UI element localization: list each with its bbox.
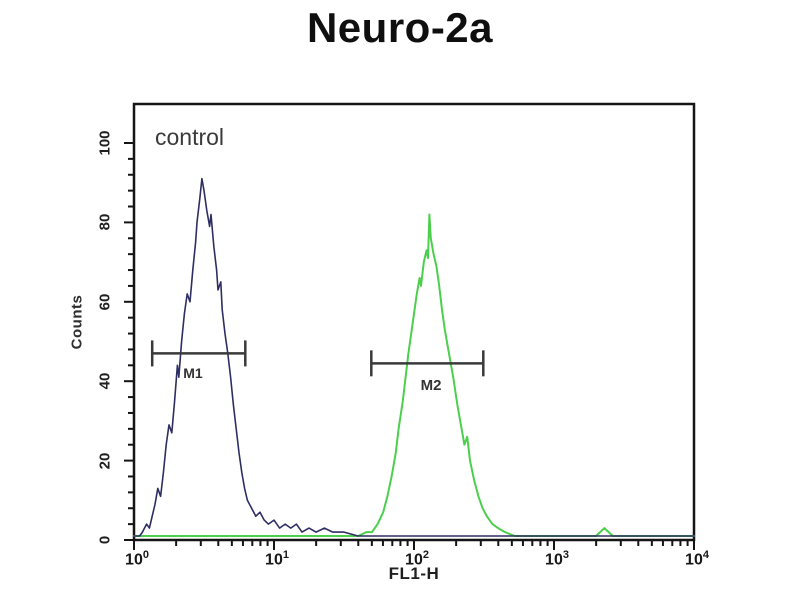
chart-title: Neuro-2a xyxy=(306,4,494,51)
plot-border xyxy=(132,102,696,542)
marker-m1-label: M1 xyxy=(183,365,203,381)
y-tick-label-40: 40 xyxy=(96,372,114,390)
x-tick-label-10e0: 100 xyxy=(125,549,149,569)
y-tick-label-100: 100 xyxy=(96,130,114,156)
x-axis-label: FL1-H xyxy=(388,564,440,583)
y-tick-label-80: 80 xyxy=(96,214,114,231)
y-axis-label: Counts xyxy=(68,294,86,350)
control-annotation: control xyxy=(155,124,225,150)
control-curve xyxy=(133,177,695,537)
x-tick-label-10e4: 104 xyxy=(685,549,709,569)
x-tick-label-10e3: 103 xyxy=(545,549,569,569)
marker-m2-label: M2 xyxy=(420,377,442,394)
y-tick-label-60: 60 xyxy=(96,293,114,311)
y-tick-label-20: 20 xyxy=(96,452,114,469)
y-tick-label-0: 0 xyxy=(96,535,114,545)
x-tick-label-10e1: 101 xyxy=(265,549,289,569)
x-tick-label-10e2: 102 xyxy=(405,549,429,569)
green-curve xyxy=(133,213,695,537)
